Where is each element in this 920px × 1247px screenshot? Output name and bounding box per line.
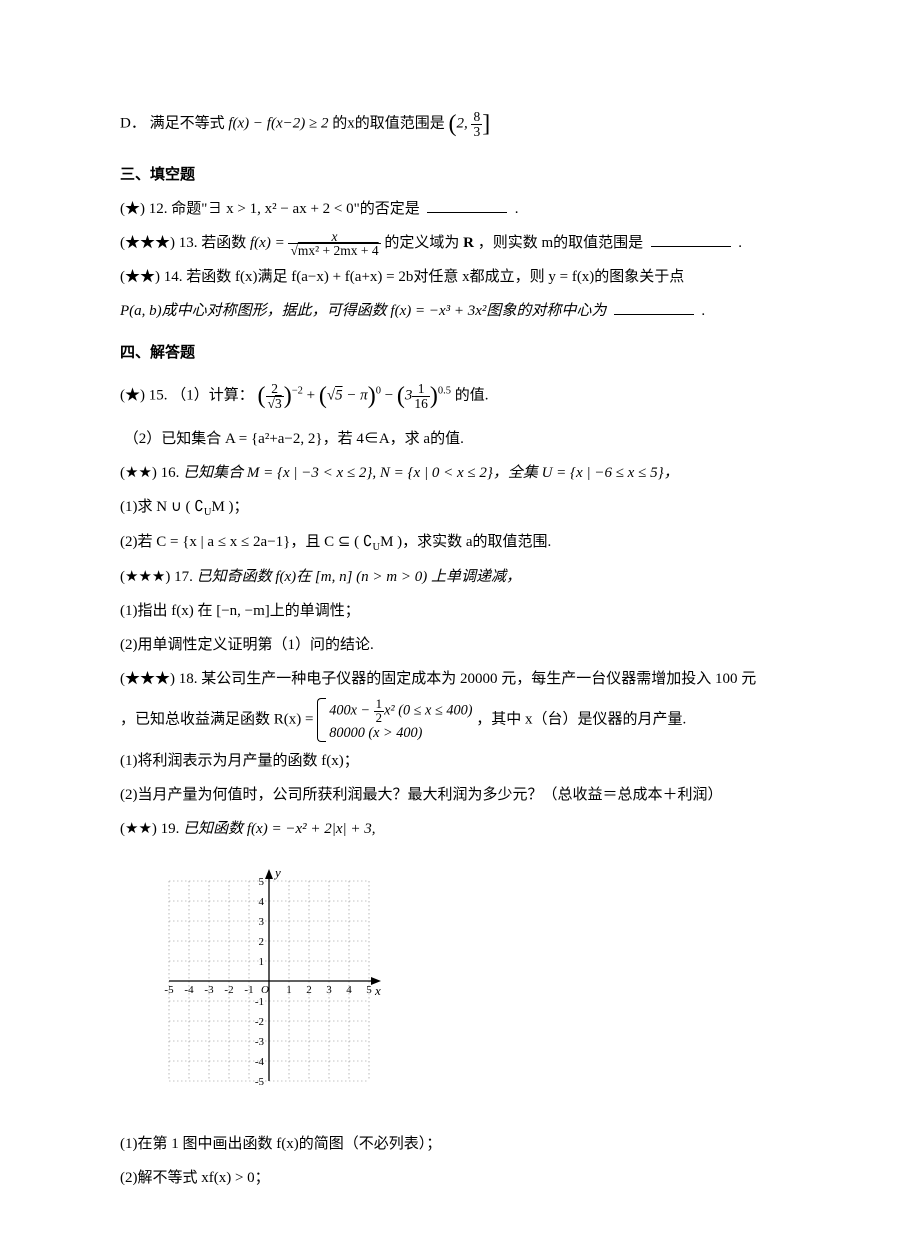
q15-t3-frac: 116 bbox=[412, 382, 430, 410]
svg-text:-1: -1 bbox=[255, 996, 264, 1008]
q13-text-a: 若函数 bbox=[201, 235, 250, 251]
svg-text:2: 2 bbox=[259, 936, 265, 948]
section-3-title: 三、填空题 bbox=[120, 160, 810, 190]
q18-line1: (★★★) 18. 某公司生产一种电子仪器的固定成本为 20000 元，每生产一… bbox=[120, 664, 810, 694]
q18-text1: 某公司生产一种电子仪器的固定成本为 20000 元，每生产一台仪器需增加投入 1… bbox=[201, 671, 756, 687]
q13-text-b: 的定义域为 bbox=[384, 235, 463, 251]
option-d: D． 满足不等式 f(x) − f(x−2) ≥ 2 的x的取值范围是 (2, … bbox=[120, 100, 810, 148]
q12-stars: (★) 12. bbox=[120, 201, 171, 217]
option-d-text-b: 的x的取值范围是 bbox=[332, 115, 445, 131]
option-d-paren-close: ] bbox=[482, 111, 490, 137]
option-d-label: D． bbox=[120, 115, 146, 131]
svg-text:3: 3 bbox=[259, 916, 265, 928]
q15-p1-label: （1）计算： bbox=[171, 387, 254, 403]
q18-piecewise: 400x − 12x² (0 ≤ x ≤ 400) 80000 (x > 400… bbox=[317, 698, 472, 742]
q13-fx: f(x) = bbox=[250, 235, 288, 251]
q16-text1: 已知集合 M = {x | −3 < x ≤ 2}, N = {x | 0 < … bbox=[183, 465, 678, 481]
svg-text:-4: -4 bbox=[255, 1056, 265, 1068]
q15-tail: 的值. bbox=[455, 387, 489, 403]
q15-line2: （2）已知集合 A = {a²+a−2, 2}，若 4∈A，求 a的值. bbox=[120, 424, 810, 454]
q18-text2b: ，其中 x（台）是仪器的月产量. bbox=[476, 711, 686, 727]
q13-period: . bbox=[738, 235, 742, 251]
svg-text:-5: -5 bbox=[255, 1076, 265, 1088]
svg-text:-5: -5 bbox=[164, 984, 174, 996]
q14-line1: (★★) 14. 若函数 f(x)满足 f(a−x) + f(a+x) = 2b… bbox=[120, 262, 810, 292]
q18-text2a: ，已知总收益满足函数 R(x) = bbox=[120, 711, 317, 727]
q17-stars: (★★★) 17. bbox=[120, 569, 197, 585]
q14-stars: (★★) 14. bbox=[120, 269, 186, 285]
option-d-frac: 83 bbox=[471, 110, 482, 138]
q15-t3-exp: 0.5 bbox=[438, 385, 451, 396]
svg-text:-2: -2 bbox=[255, 1016, 264, 1028]
svg-text:1: 1 bbox=[259, 956, 265, 968]
q16-line1: (★★) 16. 已知集合 M = {x | −3 < x ≤ 2}, N = … bbox=[120, 458, 810, 488]
svg-text:O: O bbox=[261, 984, 269, 996]
q12-text: 命题"∃ x > 1, x² − ax + 2 < 0"的否定是 bbox=[171, 201, 420, 217]
q17-line1: (★★★) 17. 已知奇函数 f(x)在 [m, n] (n > m > 0)… bbox=[120, 562, 810, 592]
q14-period: . bbox=[701, 303, 705, 319]
q12-blank bbox=[427, 198, 507, 213]
q18-p2: (2)当月产量为何值时，公司所获利润最大？最大利润为多少元？（总收益＝总成本＋利… bbox=[120, 780, 810, 810]
q15-t1-exp: −2 bbox=[292, 385, 303, 396]
svg-text:-4: -4 bbox=[184, 984, 194, 996]
q18-p1: (1)将利润表示为月产量的函数 f(x)； bbox=[120, 746, 810, 776]
q16-p2: (2)若 C = {x | a ≤ x ≤ 2a−1}，且 C ⊆ ( ∁UM … bbox=[120, 527, 810, 558]
q13: (★★★) 13. 若函数 f(x) = x √mx² + 2mx + 4 的定… bbox=[120, 228, 810, 258]
q19-text1: 已知函数 f(x) = −x² + 2|x| + 3, bbox=[183, 821, 375, 837]
q19-line1: (★★) 19. 已知函数 f(x) = −x² + 2|x| + 3, bbox=[120, 814, 810, 844]
q12: (★) 12. 命题"∃ x > 1, x² − ax + 2 < 0"的否定是… bbox=[120, 194, 810, 224]
svg-text:-2: -2 bbox=[224, 984, 233, 996]
q14-text1: 若函数 f(x)满足 f(a−x) + f(a+x) = 2b对任意 x都成立，… bbox=[186, 269, 684, 285]
q17-p1: (1)指出 f(x) 在 [−n, −m]上的单调性； bbox=[120, 596, 810, 626]
q18-stars: (★★★) 18. bbox=[120, 671, 201, 687]
q15-t1-frac: 2√3 bbox=[266, 382, 284, 410]
svg-text:-3: -3 bbox=[255, 1036, 265, 1048]
q13-stars: (★★★) 13. bbox=[120, 235, 201, 251]
q16-p1: (1)求 N ∪ ( ∁UM )； bbox=[120, 492, 810, 523]
q15-line1: (★) 15. （1）计算： (2√3)−2 + (√5 − π)0 − (31… bbox=[120, 372, 810, 420]
option-d-expr: f(x) − f(x−2) ≥ 2 bbox=[228, 115, 328, 131]
svg-text:4: 4 bbox=[259, 896, 265, 908]
svg-text:5: 5 bbox=[259, 876, 265, 888]
section-4-title: 四、解答题 bbox=[120, 338, 810, 368]
q17-p2: (2)用单调性定义证明第（1）问的结论. bbox=[120, 630, 810, 660]
svg-text:5: 5 bbox=[366, 984, 372, 996]
svg-text:2: 2 bbox=[306, 984, 312, 996]
coordinate-grid: -5 -4 -3 -2 -1 1 2 3 4 5 -5 -4 -3 -2 -1 1 2 3 4 5 Ox y bbox=[140, 852, 398, 1110]
svg-text:y: y bbox=[273, 865, 281, 880]
q13-blank bbox=[651, 232, 731, 247]
q13-text-c: ，则实数 m的取值范围是 bbox=[478, 235, 643, 251]
q19-stars: (★★) 19. bbox=[120, 821, 183, 837]
q12-period: . bbox=[515, 201, 519, 217]
q16-stars: (★★) 16. bbox=[120, 465, 183, 481]
svg-text:1: 1 bbox=[286, 984, 292, 996]
q14-blank bbox=[614, 300, 694, 315]
svg-text:-1: -1 bbox=[244, 984, 253, 996]
svg-text:4: 4 bbox=[346, 984, 352, 996]
q14-line2: P(a, b)成中心对称图形，据此，可得函数 f(x) = −x³ + 3x²图… bbox=[120, 296, 810, 326]
q15-p2: （2）已知集合 A = {a²+a−2, 2}，若 4∈A，求 a的值. bbox=[124, 431, 464, 447]
q13-frac: x √mx² + 2mx + 4 bbox=[288, 230, 380, 258]
q14-text2: P(a, b)成中心对称图形，据此，可得函数 f(x) = −x³ + 3x²图… bbox=[120, 303, 606, 319]
q13-R: R bbox=[463, 235, 474, 251]
svg-text:-3: -3 bbox=[204, 984, 214, 996]
svg-text:3: 3 bbox=[326, 984, 332, 996]
q17-text1: 已知奇函数 f(x)在 [m, n] (n > m > 0) 上单调递减， bbox=[197, 569, 521, 585]
q19-p1: (1)在第 1 图中画出函数 f(x)的简图（不必列表）； bbox=[120, 1129, 810, 1159]
q19-grid-figure: -5 -4 -3 -2 -1 1 2 3 4 5 -5 -4 -3 -2 -1 1 2 3 4 5 Ox y bbox=[140, 852, 810, 1121]
q15-stars: (★) 15. bbox=[120, 387, 171, 403]
q18-line2: ，已知总收益满足函数 R(x) = 400x − 12x² (0 ≤ x ≤ 4… bbox=[120, 698, 810, 742]
option-d-text-a: 满足不等式 bbox=[150, 115, 225, 131]
q15-t2-exp: 0 bbox=[376, 385, 381, 396]
svg-text:x: x bbox=[374, 983, 381, 998]
q19-p2: (2)解不等式 xf(x) > 0； bbox=[120, 1163, 810, 1193]
